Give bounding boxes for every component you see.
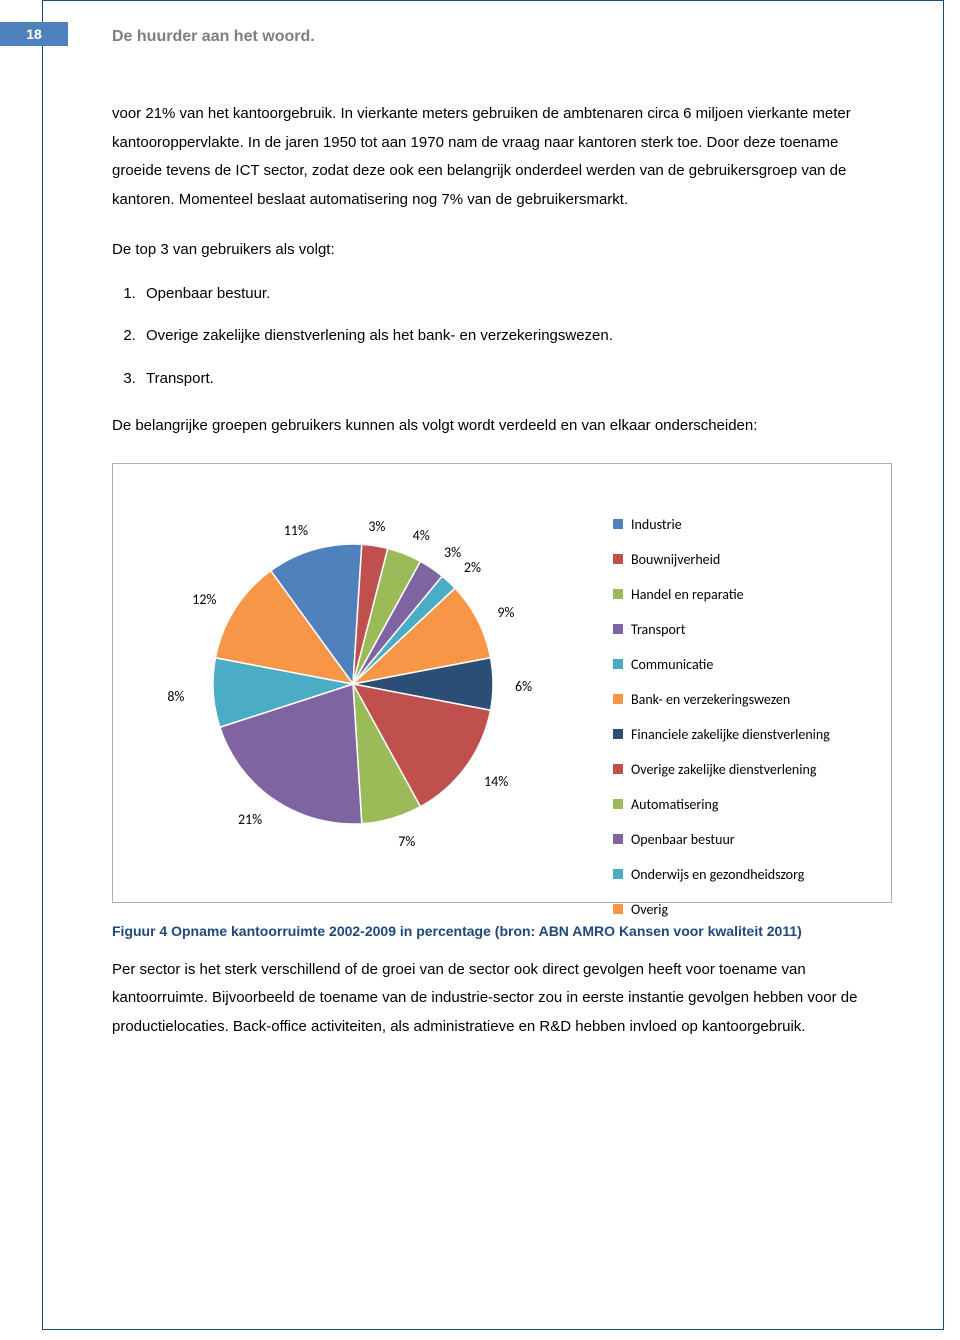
pie-slice-label: 9% bbox=[497, 602, 514, 623]
legend-item: Communicatie bbox=[613, 654, 830, 675]
legend-item: Automatisering bbox=[613, 794, 830, 815]
paragraph-2: De belangrijke groepen gebruikers kunnen… bbox=[112, 412, 892, 441]
legend-swatch bbox=[613, 904, 623, 914]
legend-swatch bbox=[613, 834, 623, 844]
pie-chart: 11%3%4%3%2%9%6%14%7%21%8%12% IndustrieBo… bbox=[112, 463, 892, 903]
pie-slice-label: 21% bbox=[238, 809, 262, 830]
legend-swatch bbox=[613, 554, 623, 564]
pie-slice-label: 4% bbox=[413, 525, 430, 546]
pie-graphic: 11%3%4%3%2%9%6%14%7%21%8%12% bbox=[213, 544, 493, 824]
legend-swatch bbox=[613, 764, 623, 774]
legend-item: Industrie bbox=[613, 514, 830, 535]
legend-label: Industrie bbox=[631, 514, 682, 535]
legend-label: Onderwijs en gezondheidszorg bbox=[631, 864, 804, 885]
pie-slice-label: 8% bbox=[167, 686, 184, 707]
legend-label: Overige zakelijke dienstverlening bbox=[631, 759, 816, 780]
legend-label: Communicatie bbox=[631, 654, 713, 675]
pie-slice-label: 3% bbox=[368, 516, 385, 537]
legend-swatch bbox=[613, 659, 623, 669]
pie-slice-label: 2% bbox=[464, 557, 481, 578]
legend-item: Onderwijs en gezondheidszorg bbox=[613, 864, 830, 885]
pie-slice-label: 12% bbox=[192, 589, 216, 610]
legend-item: Overig bbox=[613, 899, 830, 920]
running-head: De huurder aan het woord. bbox=[112, 25, 315, 49]
top3-item: Overige zakelijke dienstverlening als he… bbox=[140, 325, 892, 348]
legend-label: Handel en reparatie bbox=[631, 584, 744, 605]
legend-swatch bbox=[613, 624, 623, 634]
top3-list: Openbaar bestuur. Overige zakelijke dien… bbox=[140, 283, 892, 391]
legend-swatch bbox=[613, 519, 623, 529]
legend-swatch bbox=[613, 869, 623, 879]
legend-swatch bbox=[613, 589, 623, 599]
page-number-tab: 18 bbox=[0, 22, 68, 46]
legend-item: Bank- en verzekeringswezen bbox=[613, 689, 830, 710]
legend-item: Overige zakelijke dienstverlening bbox=[613, 759, 830, 780]
legend-label: Overig bbox=[631, 899, 668, 920]
legend-swatch bbox=[613, 799, 623, 809]
top3-item: Transport. bbox=[140, 368, 892, 391]
legend-item: Financiele zakelijke dienstverlening bbox=[613, 724, 830, 745]
legend-item: Openbaar bestuur bbox=[613, 829, 830, 850]
paragraph-3: Per sector is het sterk verschillend of … bbox=[112, 956, 892, 1042]
pie-slice-label: 3% bbox=[444, 542, 461, 563]
pie-legend: Industrie Bouwnijverheid Handel en reparat… bbox=[613, 514, 830, 934]
legend-label: Bouwnijverheid bbox=[631, 549, 720, 570]
top3-item: Openbaar bestuur. bbox=[140, 283, 892, 306]
legend-label: Automatisering bbox=[631, 794, 718, 815]
legend-label: Bank- en verzekeringswezen bbox=[631, 689, 790, 710]
legend-label: Transport bbox=[631, 619, 685, 640]
legend-label: Financiele zakelijke dienstverlening bbox=[631, 724, 830, 745]
legend-item: Transport bbox=[613, 619, 830, 640]
page-content: voor 21% van het kantoorgebruik. In vier… bbox=[112, 100, 892, 1063]
paragraph-1: voor 21% van het kantoorgebruik. In vier… bbox=[112, 100, 892, 214]
pie-slice-label: 11% bbox=[284, 520, 308, 541]
pie-slice-label: 7% bbox=[398, 831, 415, 852]
legend-label: Openbaar bestuur bbox=[631, 829, 735, 850]
list-intro: De top 3 van gebruikers als volgt: bbox=[112, 236, 892, 265]
legend-item: Handel en reparatie bbox=[613, 584, 830, 605]
legend-item: Bouwnijverheid bbox=[613, 549, 830, 570]
legend-swatch bbox=[613, 729, 623, 739]
pie-slice-label: 6% bbox=[515, 676, 532, 697]
legend-swatch bbox=[613, 694, 623, 704]
pie-slice-label: 14% bbox=[484, 771, 508, 792]
